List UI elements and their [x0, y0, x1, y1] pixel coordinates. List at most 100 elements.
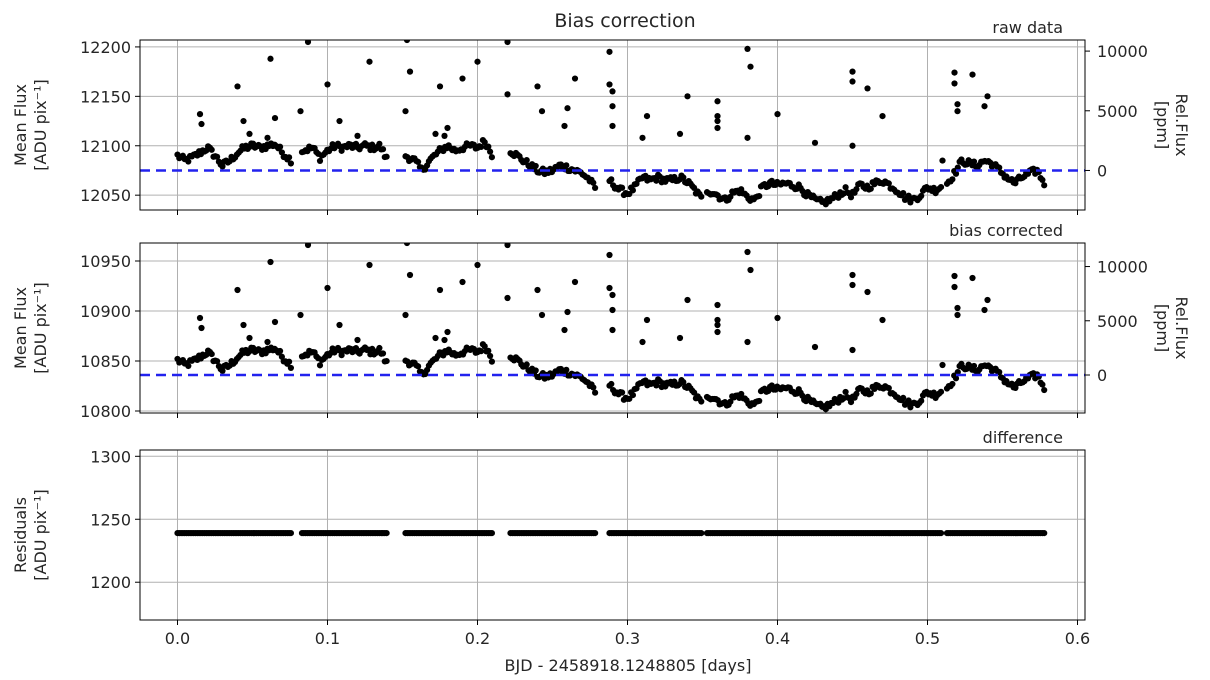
residual-point	[1041, 530, 1048, 537]
y2-tick-label: 5000	[1097, 102, 1138, 121]
data-point	[619, 184, 626, 191]
data-point	[629, 187, 637, 194]
data-point	[277, 143, 284, 150]
panel-corner-label: bias corrected	[949, 221, 1063, 240]
panel-2: 10800 10850 10900 10950 0 5000 10000 Rel.Flux[p…	[11, 221, 1191, 421]
y2-tick-label: 10000	[1097, 258, 1148, 277]
data-point	[1041, 182, 1048, 189]
data-point	[590, 384, 597, 391]
outlier-point	[774, 314, 781, 322]
y2-axis-label-line: Rel.Flux	[1172, 296, 1191, 359]
data-point	[488, 358, 495, 365]
y-axis-label-line: Mean Flux	[11, 84, 30, 166]
outlier-point	[240, 321, 247, 329]
outlier-point	[432, 130, 439, 137]
data-point	[885, 180, 892, 187]
outlier-point	[606, 81, 613, 88]
data-point	[376, 140, 383, 147]
data-point	[847, 194, 855, 201]
data-point	[286, 154, 293, 161]
outlier-point	[606, 48, 613, 55]
data-point	[488, 154, 495, 161]
outlier-point	[571, 75, 579, 82]
data-point	[937, 183, 945, 191]
data-point	[629, 392, 637, 399]
outlier-point	[879, 113, 886, 120]
data-point	[415, 158, 422, 165]
outlier-point	[246, 130, 253, 137]
y-axis-label-line: [ADU pix⁻¹]	[31, 282, 50, 373]
outlier-point	[939, 361, 946, 369]
outlier-point	[444, 124, 451, 132]
data-point	[608, 176, 615, 183]
outlier-point	[849, 142, 856, 149]
outlier-point	[459, 278, 466, 286]
y-axis-label: Residuals[ADU pix⁻¹]	[11, 489, 50, 580]
outlier-point	[939, 157, 946, 164]
outlier-point	[849, 78, 856, 85]
outlier-point	[676, 334, 684, 342]
data-point	[1039, 176, 1046, 184]
outlier-point	[246, 334, 253, 342]
outlier-point	[198, 324, 205, 332]
data-point	[208, 146, 215, 153]
data-point	[900, 190, 907, 197]
x-tick-label: 0.2	[465, 629, 490, 648]
data-point	[949, 380, 956, 388]
outlier-point	[564, 105, 571, 112]
data-point	[278, 353, 285, 360]
outlier-point	[324, 81, 331, 88]
data-point	[478, 348, 485, 355]
data-point	[369, 141, 376, 148]
outlier-point	[714, 321, 721, 329]
outlier-point	[714, 328, 721, 336]
panel-corner-label: raw data	[992, 18, 1063, 37]
outlier-point	[561, 122, 568, 130]
residual-point	[937, 530, 945, 537]
y-axis-label-line: [ADU pix⁻¹]	[31, 489, 50, 580]
residual-point	[383, 530, 390, 537]
data-point	[842, 184, 849, 191]
outlier-point	[324, 284, 331, 292]
outlier-point	[564, 308, 571, 316]
data-point	[900, 394, 907, 402]
figure-title: Bias correction	[554, 10, 695, 32]
outlier-point	[744, 248, 751, 256]
outlier-point	[864, 288, 871, 296]
outlier-point	[747, 266, 754, 274]
data-point	[727, 398, 734, 405]
outlier-point	[402, 311, 409, 319]
outlier-point	[354, 336, 361, 344]
data-point	[970, 362, 978, 370]
y-tick-label: 12050	[80, 186, 131, 205]
data-point	[698, 193, 705, 200]
outlier-point	[981, 306, 988, 314]
residual-point	[488, 530, 495, 537]
outlier-point	[297, 311, 304, 319]
outlier-point	[441, 336, 448, 344]
data-point	[383, 357, 390, 365]
x-tick-label: 0.3	[615, 629, 640, 648]
panel-frame	[139, 39, 1086, 211]
outlier-point	[474, 261, 481, 269]
outlier-point	[984, 296, 991, 304]
data-point	[219, 367, 226, 375]
data-points	[174, 530, 1048, 537]
outlier-point	[609, 88, 616, 95]
y2-axis-label-line: [ppm]	[1153, 101, 1172, 149]
outlier-point	[406, 68, 414, 75]
outlier-point	[504, 243, 511, 249]
outlier-point	[951, 283, 958, 291]
data-point	[867, 185, 874, 192]
outlier-point	[609, 122, 616, 130]
outlier-point	[297, 108, 304, 115]
outlier-point	[747, 63, 754, 70]
y2-tick-label: 0	[1097, 366, 1107, 385]
y2-tick-label: 10000	[1097, 42, 1148, 61]
panel-corner-label: difference	[983, 428, 1063, 447]
y-axis-label-line: Residuals	[11, 497, 30, 573]
data-point	[379, 350, 387, 357]
outlier-point	[538, 108, 546, 115]
data-point	[485, 143, 492, 150]
data-point	[970, 158, 978, 165]
